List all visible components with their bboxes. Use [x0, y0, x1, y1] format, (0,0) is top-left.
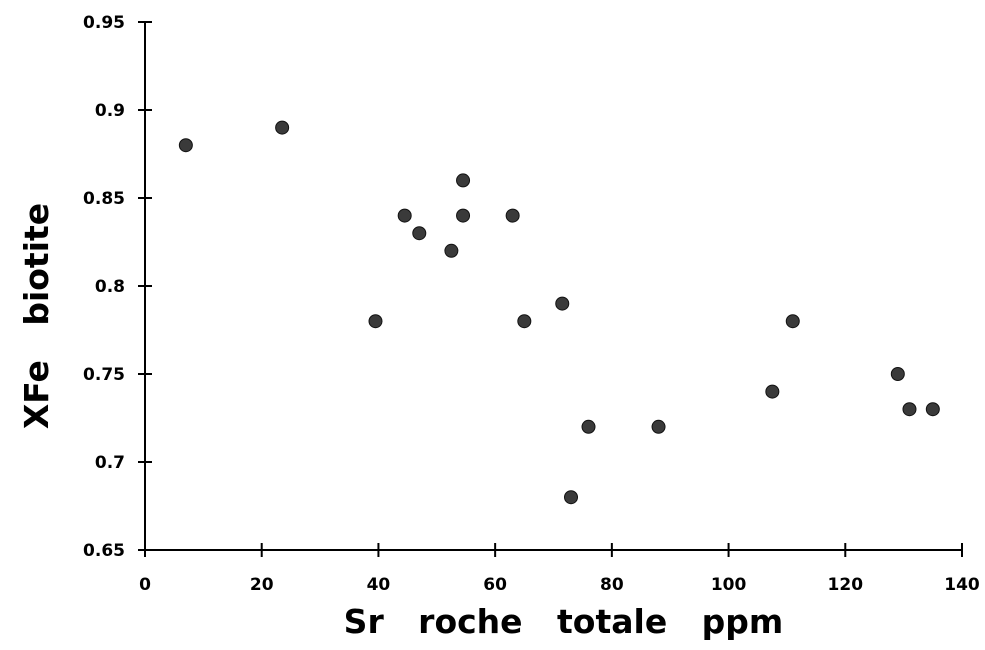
data-point [785, 314, 800, 329]
x-tick-label: 120 [828, 575, 864, 595]
y-tick-label: 0.65 [83, 541, 125, 561]
x-tick-label: 0 [139, 575, 151, 595]
data-point [368, 314, 383, 329]
data-point [397, 208, 412, 223]
data-point [581, 419, 596, 434]
x-tick-label: 100 [711, 575, 747, 595]
data-point [651, 419, 666, 434]
data-point [505, 208, 520, 223]
x-tick-label: 60 [483, 575, 507, 595]
y-tick-label: 0.9 [95, 101, 125, 121]
data-point [902, 402, 917, 417]
data-points [178, 120, 940, 505]
data-point [444, 243, 459, 258]
y-tick-label: 0.75 [83, 365, 125, 385]
data-point [178, 138, 193, 153]
y-axis-title: XFe biotite [17, 203, 56, 429]
data-point [564, 490, 579, 505]
data-point [765, 384, 780, 399]
data-point [890, 367, 905, 381]
y-tick-label: 0.7 [95, 453, 125, 473]
data-point [275, 120, 290, 135]
y-tick-label: 0.8 [95, 277, 125, 297]
x-tick-label: 20 [250, 575, 274, 595]
y-axis-ticks: 0.65 0.7 0.75 0.8 0.85 0.9 0.95 [83, 13, 152, 561]
x-tick-label: 80 [600, 575, 624, 595]
x-tick-label: 40 [367, 575, 391, 595]
x-tick-label: 140 [944, 575, 980, 595]
x-axis-title: Sr roche totale ppm [344, 602, 784, 641]
data-point [925, 402, 940, 417]
data-point [517, 314, 532, 329]
data-point [412, 226, 427, 241]
y-tick-label: 0.85 [83, 189, 125, 209]
data-point [456, 208, 471, 223]
data-point [456, 173, 471, 188]
y-tick-label: 0.95 [83, 13, 125, 33]
data-point [555, 296, 570, 311]
